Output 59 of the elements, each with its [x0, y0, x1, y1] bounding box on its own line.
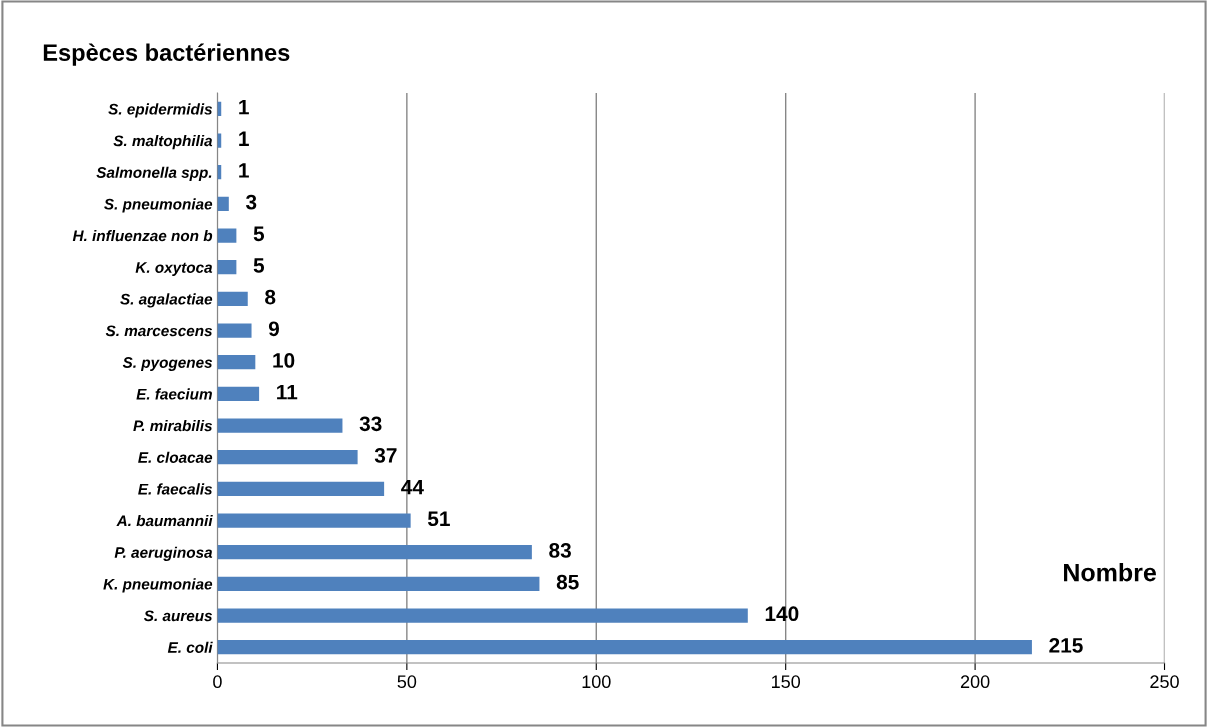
x-tick-label: 150 [772, 675, 801, 689]
x-tick-label: 250 [1150, 675, 1179, 689]
y-tick-label: P. aeruginosa [114, 546, 213, 561]
bar [217, 228, 237, 243]
data-label: 8 [265, 289, 276, 305]
chart-title: Espèces bactériennes [43, 43, 290, 66]
bar [217, 450, 358, 465]
y-tick-label: E. faecalis [138, 483, 213, 495]
y-tick-label: S. marcescens [105, 325, 213, 337]
y-tick-label: E. faecium [136, 388, 212, 400]
bar [217, 418, 343, 433]
bar [217, 260, 237, 275]
bar [217, 355, 256, 370]
bar [217, 608, 748, 623]
bar [217, 323, 252, 338]
bar [217, 513, 411, 528]
data-label: 9 [268, 321, 280, 337]
data-label: 1 [239, 99, 249, 115]
y-tick-label: S. agalactiae [120, 293, 213, 308]
y-tick-label: S. aureus [143, 610, 213, 622]
y-tick-label: E. cloacae [138, 451, 213, 463]
data-label: 83 [549, 543, 571, 558]
data-label: 5 [253, 258, 265, 273]
x-tick-label: 0 [213, 675, 222, 689]
x-axis-title: Nombre [1064, 563, 1156, 582]
bar [217, 481, 385, 496]
bar [217, 640, 1032, 655]
y-tick-label: Salmonella spp. [96, 166, 212, 181]
data-label: 33 [359, 416, 382, 432]
y-tick-label: S. epidermidis [108, 103, 213, 118]
y-tick-label: K. oxytoca [135, 262, 213, 276]
y-tick-label: P. mirabilis [133, 420, 213, 432]
y-tick-label: S. pneumoniae [104, 198, 213, 213]
bar [217, 545, 532, 560]
y-tick-label: E. coli [167, 641, 213, 653]
data-label: 140 [765, 606, 799, 622]
bar [217, 386, 260, 401]
data-label: 5 [253, 226, 265, 242]
data-label: 44 [401, 479, 424, 495]
x-tick-label: 200 [960, 675, 990, 689]
x-tick-label: 50 [397, 675, 417, 689]
data-label: 51 [427, 511, 450, 527]
bar [217, 576, 540, 591]
bar [217, 196, 229, 212]
data-label: 10 [273, 353, 295, 368]
data-label: 1 [239, 131, 249, 146]
y-tick-label: H. influenzae non b [72, 230, 213, 242]
y-tick-label: S. maltophilia [113, 135, 213, 150]
data-label: 215 [1049, 638, 1083, 653]
data-label: 1 [239, 163, 249, 178]
data-label: 11 [277, 384, 298, 400]
x-tick-label: 100 [582, 675, 611, 689]
bar [217, 291, 248, 306]
y-tick-label: K. pneumoniae [103, 578, 213, 593]
data-label: 37 [374, 448, 397, 463]
y-tick-label: A. baumannii [116, 515, 213, 527]
data-label: 3 [245, 194, 257, 210]
data-label: 85 [556, 574, 579, 590]
y-tick-label: S. pyogenes [122, 357, 213, 371]
